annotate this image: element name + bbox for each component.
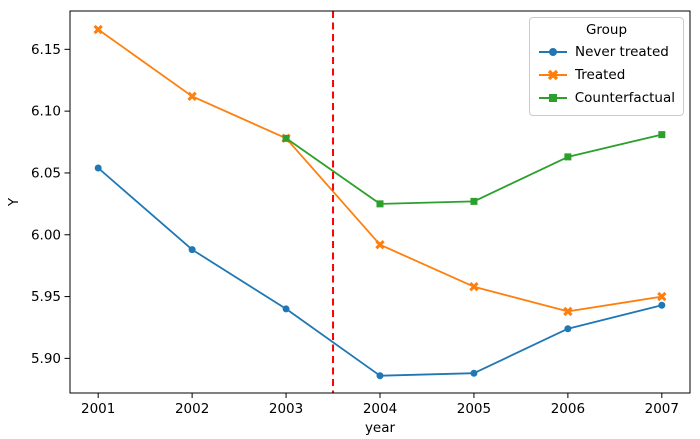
legend-swatch-never-treated-icon — [539, 47, 567, 56]
legend-title: Group — [585, 22, 628, 38]
data-point-marker — [658, 301, 666, 309]
legend: Group Never treated Treated Counterfactu… — [529, 17, 684, 116]
y-tick-label: 5.90 — [31, 351, 61, 367]
data-point-marker — [94, 164, 102, 172]
data-point-marker — [658, 131, 666, 139]
data-point-marker — [188, 246, 196, 254]
x-tick-label: 2007 — [645, 401, 679, 417]
y-tick-label: 6.10 — [31, 104, 61, 120]
x-tick-label: 2006 — [551, 401, 585, 417]
legend-item-counterfactual: Counterfactual — [538, 86, 675, 109]
y-tick-label: 6.15 — [31, 42, 61, 58]
y-tick-label: 5.95 — [31, 289, 61, 305]
y-axis-label: Y — [6, 197, 22, 207]
x-tick-label: 2003 — [269, 401, 303, 417]
data-point-marker — [549, 93, 557, 102]
data-point-marker — [563, 306, 573, 317]
data-point-marker — [470, 369, 478, 377]
data-point-marker — [282, 305, 290, 313]
legend-label-never-treated: Never treated — [575, 43, 669, 60]
legend-swatch-treated-icon — [539, 69, 567, 80]
data-point-marker — [187, 91, 197, 101]
data-point-marker — [93, 24, 103, 35]
y-tick-label: 6.05 — [31, 165, 61, 181]
legend-item-never-treated: Never treated — [538, 40, 675, 63]
x-tick-label: 2004 — [363, 401, 397, 417]
data-point-marker — [376, 200, 384, 208]
series-line-never-treated — [97, 167, 663, 377]
legend-item-treated: Treated — [538, 63, 675, 86]
data-point-marker — [375, 239, 385, 250]
data-point-marker — [376, 372, 384, 380]
data-point-marker — [470, 197, 478, 205]
x-tick-label: 2001 — [81, 401, 115, 417]
legend-label-counterfactual: Counterfactual — [574, 89, 675, 106]
legend-swatch-counterfactual-icon — [539, 93, 567, 102]
series-line-counterfactual — [285, 133, 663, 205]
data-point-marker — [564, 153, 572, 161]
y-tick-label: 6.00 — [31, 227, 61, 243]
data-point-marker — [549, 47, 557, 56]
x-tick-label: 2005 — [457, 401, 491, 417]
x-axis-label: year — [364, 420, 396, 436]
x-tick-label: 2002 — [175, 401, 209, 417]
data-point-marker — [282, 134, 290, 142]
data-point-marker — [547, 69, 559, 80]
data-point-marker — [657, 291, 667, 302]
legend-label-treated: Treated — [575, 66, 626, 83]
data-point-marker — [564, 325, 572, 333]
data-point-marker — [469, 282, 479, 292]
